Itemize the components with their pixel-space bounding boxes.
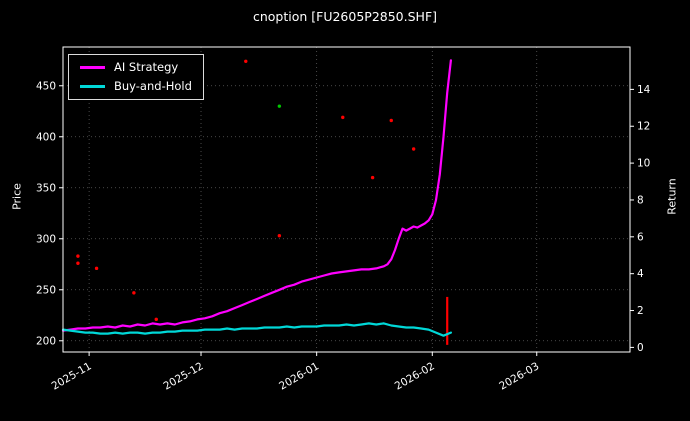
svg-text:10: 10 <box>637 158 650 170</box>
svg-text:450: 450 <box>36 80 56 92</box>
svg-text:350: 350 <box>36 182 56 194</box>
legend-item-buy-and-hold: Buy-and-Hold <box>80 78 192 93</box>
svg-text:2: 2 <box>637 305 644 317</box>
svg-text:400: 400 <box>36 131 56 143</box>
svg-text:2025-12: 2025-12 <box>162 360 206 392</box>
legend-label-buy-and-hold: Buy-and-Hold <box>114 78 192 93</box>
svg-text:8: 8 <box>637 194 644 206</box>
svg-text:2026-01: 2026-01 <box>277 360 321 392</box>
buy-and-hold-line-swatch <box>80 84 105 88</box>
svg-text:250: 250 <box>36 284 56 296</box>
svg-text:2026-03: 2026-03 <box>497 360 541 392</box>
legend: AI Strategy Buy-and-Hold <box>68 54 204 100</box>
svg-text:12: 12 <box>637 121 650 133</box>
svg-text:6: 6 <box>637 231 644 243</box>
svg-text:300: 300 <box>36 233 56 245</box>
ai-strategy-line-swatch <box>80 66 105 70</box>
svg-text:200: 200 <box>36 335 56 347</box>
svg-text:4: 4 <box>637 268 644 280</box>
svg-text:14: 14 <box>637 84 651 96</box>
legend-label-ai-strategy: AI Strategy <box>114 60 179 74</box>
legend-item-ai-strategy: AI Strategy <box>80 60 192 74</box>
svg-text:2026-02: 2026-02 <box>393 360 437 392</box>
svg-text:2025-11: 2025-11 <box>50 360 94 392</box>
chart-title: cnoption [FU2605P2850.SHF] <box>252 9 438 24</box>
svg-text:0: 0 <box>637 342 644 354</box>
